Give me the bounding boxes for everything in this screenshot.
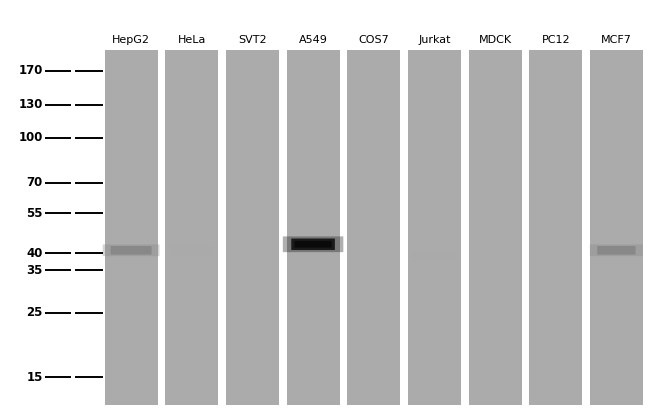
Text: 130: 130 (18, 98, 43, 111)
Bar (226, 50, 279, 405)
Text: COS7: COS7 (358, 35, 389, 45)
FancyBboxPatch shape (597, 246, 636, 255)
Text: 40: 40 (27, 247, 43, 260)
FancyBboxPatch shape (291, 239, 335, 250)
FancyBboxPatch shape (111, 246, 151, 255)
Text: 15: 15 (27, 371, 43, 384)
Bar (529, 50, 582, 405)
Text: Jurkat: Jurkat (418, 35, 450, 45)
Bar (347, 50, 400, 405)
FancyBboxPatch shape (418, 254, 451, 260)
Text: 55: 55 (27, 206, 43, 220)
Text: 25: 25 (27, 306, 43, 319)
FancyBboxPatch shape (177, 247, 207, 254)
Bar (469, 50, 521, 405)
FancyBboxPatch shape (103, 245, 159, 256)
Bar (165, 50, 218, 405)
Bar (287, 50, 339, 405)
Text: HepG2: HepG2 (112, 35, 150, 45)
FancyBboxPatch shape (171, 246, 213, 255)
Text: HeLa: HeLa (177, 35, 206, 45)
Text: SVT2: SVT2 (238, 35, 266, 45)
Text: 100: 100 (18, 131, 43, 144)
Text: 70: 70 (27, 176, 43, 189)
Bar (408, 50, 461, 405)
FancyBboxPatch shape (411, 253, 457, 260)
Text: A549: A549 (298, 35, 328, 45)
FancyBboxPatch shape (590, 245, 643, 256)
Bar (105, 50, 157, 405)
FancyBboxPatch shape (294, 241, 332, 247)
Text: MCF7: MCF7 (601, 35, 632, 45)
Text: MDCK: MDCK (478, 35, 512, 45)
Bar (590, 50, 643, 405)
Text: PC12: PC12 (541, 35, 570, 45)
Text: 170: 170 (18, 64, 43, 77)
FancyBboxPatch shape (283, 237, 343, 252)
Text: 35: 35 (27, 264, 43, 277)
